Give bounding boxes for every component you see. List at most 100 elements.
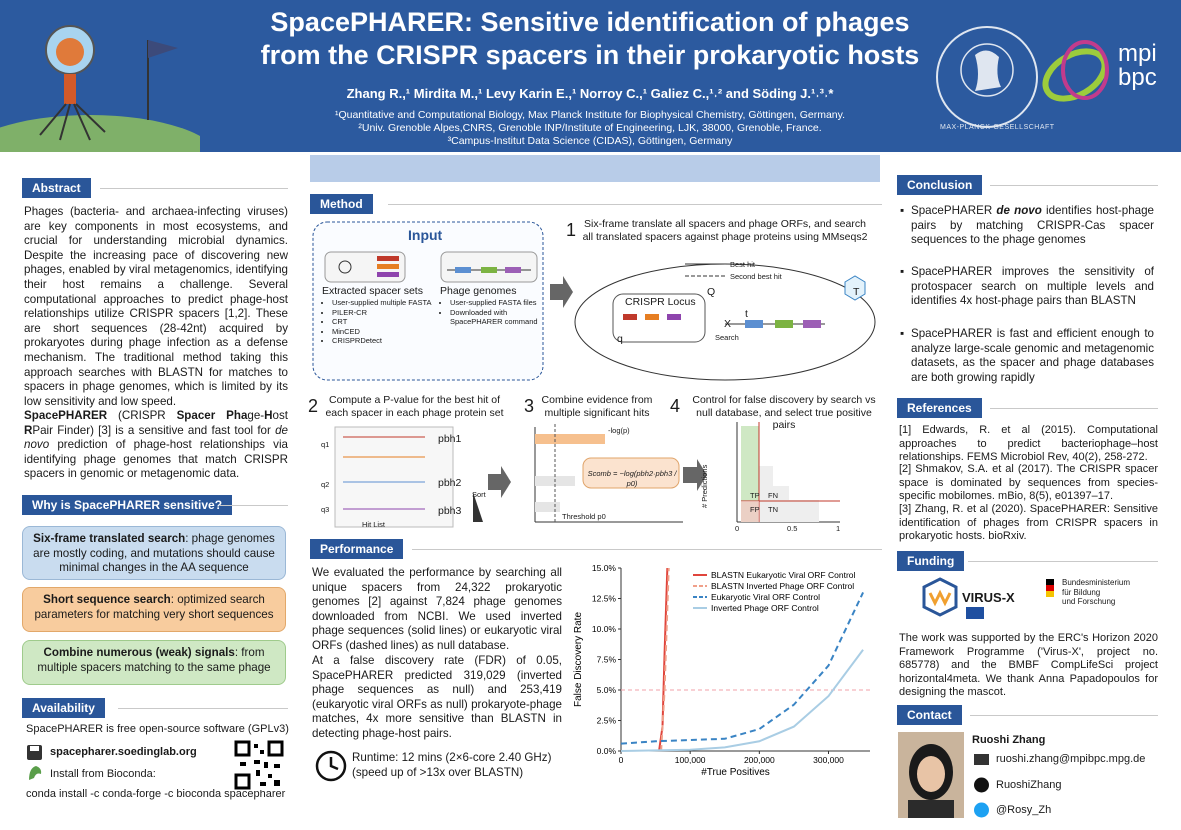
github[interactable]: RuoshiZhang <box>996 779 1062 791</box>
label: Extracted spacer sets <box>322 285 423 297</box>
heading: Method <box>310 194 373 214</box>
legend-label: Eukaryotic Viral ORF Control <box>711 592 820 602</box>
label: q1 <box>321 440 330 449</box>
label: Search <box>715 333 739 342</box>
label: TN <box>768 505 778 514</box>
mpg-label: MAX-PLANCK-GESELLSCHAFT <box>940 124 1055 131</box>
label: FN <box>768 491 778 500</box>
affiliation: ³Campus-Institut Data Science (CIDAS), G… <box>447 135 733 147</box>
y-axis-label: False Discovery Rate <box>573 612 584 707</box>
bmbf: Bundesministerium für Bildung und Forschun… <box>1062 578 1131 607</box>
y-tick-label: 0.0% <box>597 746 617 756</box>
twitter[interactable]: @Rosy_Zh <box>996 804 1052 816</box>
bpc-label: bpc <box>1118 64 1157 91</box>
affiliation: ¹Quantitative and Computational Biology,… <box>334 109 846 121</box>
label: pbh3 <box>438 505 462 517</box>
label: # Predictions <box>700 464 709 508</box>
bullet: SpacePHARER is fast and efficient enough… <box>900 327 1154 385</box>
rule <box>990 408 1158 409</box>
paragraph: At a false discovery rate (FDR) of 0.05,… <box>312 654 562 740</box>
rule <box>412 549 882 550</box>
label: pbh1 <box>438 433 462 445</box>
label: FP <box>750 505 760 514</box>
list-item: User-supplied multiple FASTA <box>332 298 431 308</box>
list-item: User-supplied FASTA files <box>450 298 550 308</box>
reference: [3] Zhang, R. et al (2020). SpacePHARER:… <box>899 503 1158 543</box>
label: Phage genomes <box>440 285 517 297</box>
abstract-paragraph: SpacePHARER (CRISPR Spacer Phage-Host RP… <box>24 409 288 481</box>
contact-name: Ruoshi Zhang <box>972 734 1046 746</box>
list-item: CRISPRDetect <box>332 336 431 346</box>
x-tick-label: 200,000 <box>744 755 775 765</box>
heading: Abstract <box>22 178 91 198</box>
title: from the CRISPR spacers in their prokary… <box>260 40 920 70</box>
clock-icon <box>315 750 347 782</box>
heading: Availability <box>22 698 105 718</box>
series-line <box>658 567 669 752</box>
series-line <box>620 591 864 745</box>
heading: Contact <box>897 705 962 725</box>
heading: Funding <box>897 551 965 571</box>
label: Sort <box>472 490 486 499</box>
url[interactable]: spacepharer.soedinglab.org <box>50 746 197 758</box>
x-tick-label: 100,000 <box>675 755 706 765</box>
bullet: SpacePHARER de novo identifies host-phag… <box>900 204 1154 248</box>
label: q3 <box>321 505 330 514</box>
rule <box>990 185 1158 186</box>
rule <box>220 505 288 506</box>
heading: Conclusion <box>897 175 983 195</box>
step-number: 2 <box>308 396 319 416</box>
formula: Scomb = −log(pbh2·pbh3 / p0) <box>587 469 677 488</box>
label: pbh2 <box>438 477 462 489</box>
rule <box>968 561 1158 562</box>
paragraph: We evaluated the performance by searchin… <box>312 566 562 652</box>
label: Best hit <box>730 260 756 269</box>
affiliation: ²Univ. Grenoble Alpes,CNRS, Grenoble INP… <box>358 122 822 134</box>
series-line <box>660 567 670 752</box>
mascot <box>0 25 200 152</box>
info-box: Six-frame translated search: phage genom… <box>22 526 286 580</box>
rule <box>388 204 882 205</box>
runtime: Runtime: 12 mins (2×6-core 2.40 GHz) <box>352 751 552 764</box>
title: SpacePHARER: Sensitive identification of… <box>270 7 910 37</box>
list-item: CRT <box>332 317 431 327</box>
rule <box>970 715 1158 716</box>
input-title: Input <box>408 227 443 243</box>
email[interactable]: ruoshi.zhang@mpibpc.mpg.de <box>996 753 1146 765</box>
x-tick-label: 300,000 <box>813 755 844 765</box>
runtime: (speed up of >13x over BLASTN) <box>352 766 524 779</box>
reference: [2] Shmakov, S.A. et al (2017). The CRIS… <box>899 463 1158 503</box>
step-text: Control for false discovery by search vs… <box>692 394 876 431</box>
bioconda: Install from Bioconda: <box>50 768 156 780</box>
y-tick-label: 15.0% <box>592 563 617 573</box>
label: TP <box>750 491 760 500</box>
series-line <box>620 649 864 752</box>
label: Threshold p0 <box>562 512 606 521</box>
list: User-supplied multiple FASTA PILER-CR CR… <box>322 298 431 346</box>
list: User-supplied FASTA files Downloaded wit… <box>440 298 550 327</box>
heading: Performance <box>310 539 404 559</box>
y-tick-label: 12.5% <box>592 594 617 604</box>
license: SpacePHARER is free open-source software… <box>26 723 289 735</box>
label: 1 <box>836 524 841 533</box>
label: Q <box>707 286 716 298</box>
label: T <box>853 286 860 298</box>
label: -log(p) <box>608 426 630 435</box>
performance-chart: 0.0% 2.5% 5.0% 7.5% 10.0% 12.5% 15.0% 0 100,000 2… <box>573 563 870 778</box>
step-text: Combine evidence from multiple significa… <box>541 394 653 419</box>
x-tick-label: 0 <box>619 755 624 765</box>
label: Hit List <box>362 520 385 529</box>
heading: Why is SpacePHARER sensitive? <box>22 495 233 515</box>
mpi-label: mpi <box>1118 40 1157 67</box>
funding-text: The work was supported by the ERC's Hori… <box>899 632 1158 699</box>
list-item: Downloaded with SpacePHARER command <box>450 308 550 327</box>
legend-label: Inverted Phage ORF Control <box>711 603 819 613</box>
x-axis-label: #True Positives <box>701 767 770 778</box>
label: CRISPR Locus <box>625 296 696 308</box>
label: X <box>724 318 732 330</box>
info-box: Short sequence search: optimized search … <box>22 587 286 632</box>
heading: References <box>897 398 982 418</box>
command: conda install -c conda-forge -c bioconda… <box>26 788 286 800</box>
step-number: 4 <box>670 396 681 416</box>
